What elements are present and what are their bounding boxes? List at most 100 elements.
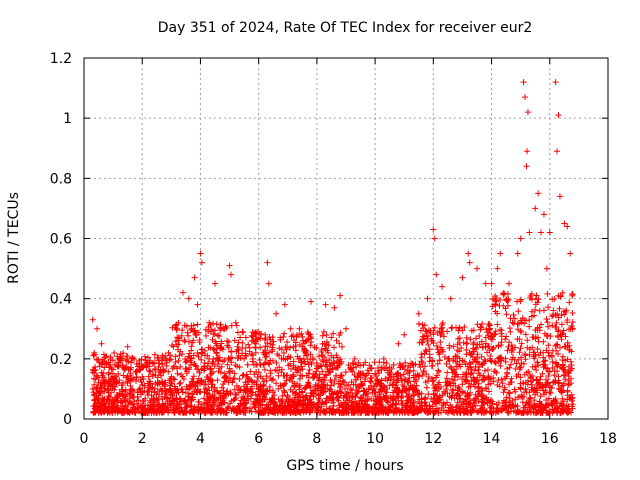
roti-point-cloud bbox=[89, 289, 576, 416]
scatter-cloud bbox=[89, 289, 576, 416]
roti-point bbox=[89, 316, 96, 323]
roti-point bbox=[401, 331, 408, 338]
y-tick-label: 1.2 bbox=[50, 51, 72, 67]
roti-point bbox=[139, 373, 146, 380]
roti-point bbox=[165, 349, 172, 356]
roti-point bbox=[212, 280, 218, 287]
roti-point bbox=[415, 310, 422, 317]
roti-point bbox=[107, 361, 114, 368]
roti-point bbox=[522, 94, 529, 101]
roti-point bbox=[115, 355, 122, 362]
roti-point bbox=[265, 280, 272, 287]
roti-point bbox=[360, 361, 367, 368]
roti-point bbox=[552, 79, 559, 86]
x-axis-ticks: 0 2 4 6 8 10 12 14 16 18 bbox=[80, 58, 617, 447]
roti-point bbox=[526, 229, 533, 236]
roti-point bbox=[124, 343, 131, 350]
roti-point bbox=[198, 259, 205, 266]
x-tick-label: 16 bbox=[541, 431, 559, 447]
y-tick-label: 0.2 bbox=[50, 352, 72, 368]
roti-point bbox=[497, 250, 504, 257]
roti-point bbox=[488, 280, 495, 287]
x-axis-label: GPS time / hours bbox=[286, 458, 403, 474]
roti-point bbox=[433, 271, 440, 278]
roti-point bbox=[127, 370, 134, 377]
roti-point bbox=[281, 301, 288, 308]
y-tick-label: 1 bbox=[63, 111, 72, 127]
roti-point bbox=[185, 295, 192, 302]
roti-point bbox=[343, 325, 349, 332]
roti-point bbox=[322, 301, 329, 308]
roti-point bbox=[482, 280, 489, 287]
roti-point bbox=[252, 340, 259, 347]
roti-point bbox=[264, 259, 271, 266]
x-tick-label: 2 bbox=[138, 431, 147, 447]
roti-point bbox=[532, 205, 539, 212]
roti-point bbox=[517, 235, 524, 242]
roti-point bbox=[331, 304, 338, 311]
roti-point bbox=[220, 325, 227, 332]
roti-point bbox=[540, 211, 547, 218]
roti-point bbox=[372, 370, 379, 377]
roti-point bbox=[308, 298, 315, 305]
roti-point bbox=[194, 301, 201, 308]
roti-point bbox=[179, 289, 186, 296]
roti-point bbox=[514, 250, 521, 257]
roti-point bbox=[98, 340, 105, 347]
roti-point bbox=[430, 226, 437, 233]
roti-point bbox=[523, 163, 530, 170]
roti-point bbox=[564, 223, 571, 230]
x-tick-label: 18 bbox=[599, 431, 617, 447]
roti-point bbox=[174, 325, 181, 332]
x-tick-label: 14 bbox=[483, 431, 501, 447]
roti-point bbox=[543, 265, 550, 272]
roti-point bbox=[439, 283, 446, 290]
roti-point bbox=[380, 355, 387, 362]
roti-point bbox=[351, 355, 358, 362]
roti-point bbox=[447, 295, 454, 302]
roti-point bbox=[555, 112, 562, 119]
roti-point bbox=[535, 190, 542, 197]
y-tick-label: 0.4 bbox=[50, 292, 72, 308]
roti-point bbox=[197, 250, 204, 257]
y-axis-label: ROTI / TECUs bbox=[6, 192, 22, 284]
x-tick-label: 4 bbox=[196, 431, 205, 447]
roti-point bbox=[241, 355, 248, 362]
roti-point bbox=[561, 220, 568, 227]
roti-point bbox=[554, 148, 561, 155]
roti-point bbox=[474, 265, 480, 272]
roti-point bbox=[302, 349, 309, 356]
x-tick-label: 10 bbox=[366, 431, 384, 447]
x-tick-label: 8 bbox=[312, 431, 321, 447]
y-axis-ticks: 0 0.2 0.4 0.6 0.8 1 1.2 bbox=[50, 51, 608, 428]
y-tick-label: 0 bbox=[63, 412, 72, 428]
roti-point bbox=[395, 340, 402, 347]
roti-point bbox=[273, 310, 280, 317]
roti-point bbox=[228, 271, 235, 278]
roti-point bbox=[95, 379, 102, 386]
roti-point bbox=[424, 295, 431, 302]
roti-point bbox=[520, 79, 527, 86]
roti-point bbox=[431, 235, 438, 242]
roti-point bbox=[506, 280, 513, 287]
roti-point bbox=[206, 319, 213, 326]
roti-point bbox=[226, 262, 233, 269]
roti-point bbox=[142, 361, 149, 368]
roti-point bbox=[494, 265, 501, 272]
roti-point bbox=[524, 109, 531, 116]
roti-points bbox=[89, 79, 574, 386]
x-tick-label: 12 bbox=[424, 431, 442, 447]
roti-point bbox=[524, 148, 531, 155]
roti-point bbox=[466, 259, 473, 266]
x-tick-label: 0 bbox=[80, 431, 89, 447]
roti-point bbox=[459, 274, 466, 281]
roti-point bbox=[546, 229, 553, 236]
y-tick-label: 0.6 bbox=[50, 232, 72, 248]
roti-point bbox=[188, 325, 195, 332]
y-tick-label: 0.8 bbox=[50, 171, 72, 187]
roti-point bbox=[296, 325, 303, 332]
roti-point bbox=[191, 274, 198, 281]
roti-point bbox=[538, 229, 545, 236]
roti-point bbox=[556, 193, 563, 200]
